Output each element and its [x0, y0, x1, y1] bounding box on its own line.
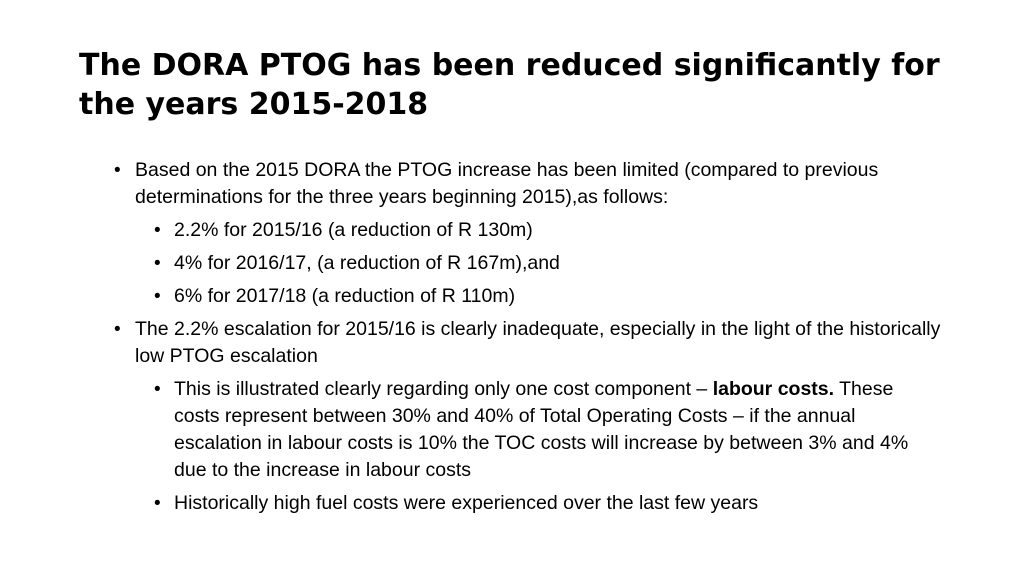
bullet-dot-icon: •	[154, 286, 161, 307]
bullet-dot-icon: •	[154, 220, 161, 241]
bullet-item-level1: • Based on the 2015 DORA the PTOG increa…	[114, 157, 944, 211]
bullet-item-level2: • This is illustrated clearly regarding …	[114, 376, 944, 484]
bullet-text-bold: labour costs.	[712, 378, 835, 400]
bullet-text-part: These costs represent between 30% and 40…	[174, 378, 909, 481]
bullet-item-level2: • Historically high fuel costs were expe…	[114, 490, 944, 517]
bullet-text: Based on the 2015 DORA the PTOG increase…	[135, 159, 879, 208]
slide-body: • Based on the 2015 DORA the PTOG increa…	[114, 157, 944, 523]
bullet-dot-icon: •	[154, 379, 161, 400]
bullet-text-part: This is illustrated clearly regarding on…	[174, 378, 713, 400]
slide-title: The DORA PTOG has been reduced significa…	[79, 48, 940, 122]
bullet-dot-icon: •	[154, 253, 161, 274]
bullet-item-level2: • 2.2% for 2015/16 (a reduction of R 130…	[114, 217, 944, 244]
bullet-item-level1: • The 2.2% escalation for 2015/16 is cle…	[114, 316, 944, 370]
bullet-text: 4% for 2016/17, (a reduction of R 167m),…	[174, 252, 560, 274]
bullet-dot-icon: •	[114, 160, 121, 181]
bullet-text: Historically high fuel costs were experi…	[174, 492, 759, 514]
bullet-dot-icon: •	[154, 493, 161, 514]
bullet-text: 6% for 2017/18 (a reduction of R 110m)	[174, 285, 516, 307]
bullet-text: 2.2% for 2015/16 (a reduction of R 130m)	[174, 219, 533, 241]
bullet-dot-icon: •	[114, 319, 121, 340]
bullet-item-level2: • 6% for 2017/18 (a reduction of R 110m)	[114, 283, 944, 310]
bullet-item-level2: • 4% for 2016/17, (a reduction of R 167m…	[114, 250, 944, 277]
bullet-text: The 2.2% escalation for 2015/16 is clear…	[135, 318, 941, 367]
